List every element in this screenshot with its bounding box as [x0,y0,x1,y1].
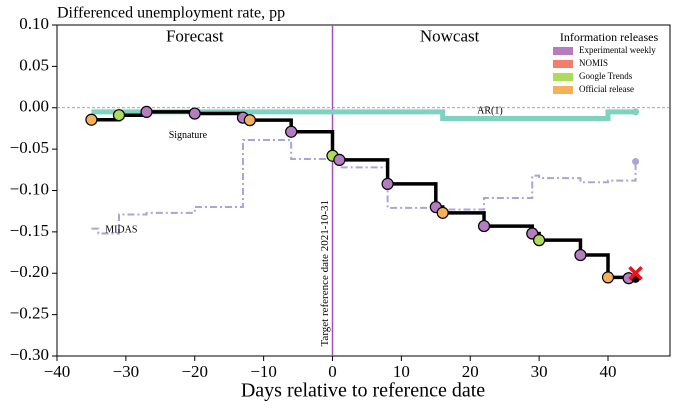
y-tick-label: −0.10 [10,179,49,198]
x-tick-label: −10 [250,362,277,381]
release-marker [243,114,256,127]
legend-swatch [553,73,573,81]
x-tick-label: 10 [393,362,410,381]
series-label: MIDAS [105,225,137,236]
x-tick-label: −40 [44,362,71,381]
y-tick-label: 0.10 [19,14,49,33]
y-tick-label: −0.25 [10,304,49,323]
x-axis-label: Days relative to reference date [241,380,485,402]
release-marker [333,153,346,166]
release-marker [601,271,615,284]
legend-swatch [553,47,573,55]
release-marker [533,234,546,247]
x-tick-label: −30 [113,362,140,381]
outcome-marker [628,266,643,281]
x-tick-label: 30 [531,362,548,381]
x-tick-label: 0 [328,362,337,381]
y-tick-label: −0.30 [10,345,49,364]
x-tick-label: 40 [600,362,617,381]
x-tick-label: −20 [181,362,208,381]
y-tick-label: 0.00 [19,97,49,116]
release-marker [436,206,449,219]
legend-swatch [553,86,573,94]
series-line [91,109,636,122]
release-marker [574,248,587,262]
legend-label: Official release [579,84,634,94]
legend-label: Google Trends [579,71,633,81]
release-marker [140,105,153,118]
release-marker [112,109,126,122]
series-label: AR(1) [477,105,503,116]
y-tick-label: −0.20 [10,262,49,281]
reference-label: Target reference date 2021-10-31 [319,200,331,347]
legend-title: Information releases [560,30,659,44]
chart-title: Differenced unemployment rate, pp [57,5,285,22]
legend-label: Experimental weekly [579,45,656,55]
end-marker [632,158,640,166]
y-tick-label: 0.05 [19,55,49,74]
release-marker [85,113,98,126]
series-line [91,139,637,235]
release-marker [188,107,201,120]
region-label: Forecast [166,26,224,45]
legend-label: NOMIS [579,58,608,68]
release-marker [381,177,394,190]
series-label: Signature [169,130,208,141]
region-label: Nowcast [420,26,480,45]
end-marker [632,108,640,116]
legend-swatch [553,60,573,68]
x-tick-label: 20 [462,362,479,381]
y-tick-label: −0.05 [10,138,49,157]
y-tick-label: −0.15 [10,221,49,240]
release-marker [285,125,298,138]
release-marker [477,219,491,233]
